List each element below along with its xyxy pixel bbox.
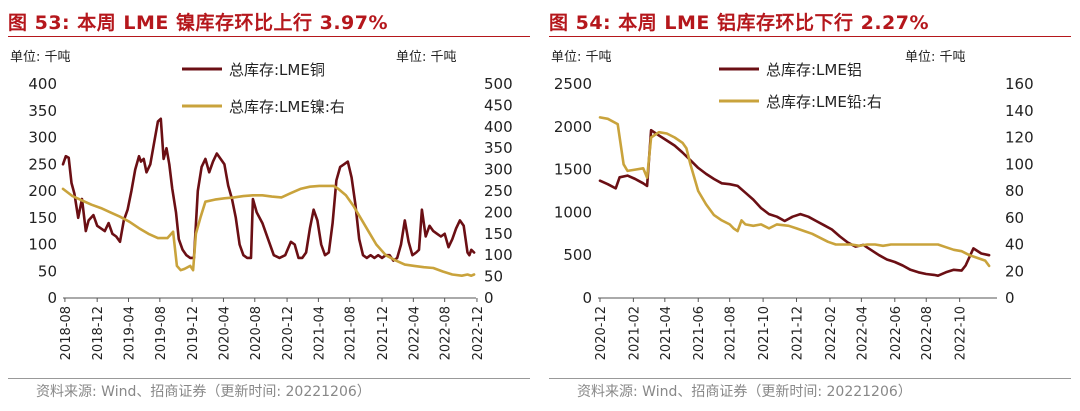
legend-label: 总库存:LME铅:右 <box>766 93 882 111</box>
y-right-tick-label: 350 <box>484 139 513 157</box>
y-right-tick-label: 0 <box>1005 289 1015 307</box>
y-right-tick-label: 80 <box>1005 182 1024 200</box>
y-right-tick-label: 50 <box>484 268 503 286</box>
x-tick-label: 2022-06 <box>889 306 904 360</box>
y-right-tick-label: 200 <box>484 203 513 221</box>
legend-label: 总库存:LME镍:右 <box>229 98 345 116</box>
y-right-tick-label: 100 <box>484 246 513 264</box>
x-tick-label: 2022-02 <box>824 306 839 360</box>
lead-chart: 0 500 1000 1500 2000 2500 0 20 40 60 80 100 120 140 16… <box>554 61 1034 360</box>
chart-panel-lead: 图 54: 本周 LME 铝库存环比下行 2.27% 单位: 千吨 单位: 千吨… <box>549 0 1079 411</box>
x-tick-label: 2021-04 <box>312 306 327 360</box>
y-left-tick-label: 100 <box>28 236 57 254</box>
x-tick-label: 2022-08 <box>439 306 454 360</box>
x-tick-label: 2022-08 <box>920 306 935 360</box>
y-right-tick-label: 160 <box>1005 75 1034 93</box>
y-left-tick-label: 400 <box>28 75 57 93</box>
y-right-tick-label: 0 <box>484 289 494 307</box>
left-axis-unit: 单位: 千吨 <box>10 50 71 65</box>
x-tick-label: 2022-10 <box>954 306 969 360</box>
x-tick-label: 2019-12 <box>186 306 201 360</box>
y-right-tick-label: 250 <box>484 182 513 200</box>
y-left-tick-label: 50 <box>38 262 57 280</box>
source-divider <box>8 378 530 379</box>
x-tick-label: 2019-08 <box>154 306 169 360</box>
title-divider <box>549 36 1071 37</box>
left-axis-unit: 单位: 千吨 <box>551 50 612 65</box>
y-left-tick-label: 0 <box>582 289 592 307</box>
y-right-tick-label: 400 <box>484 118 513 136</box>
source-note: 资料来源: Wind、招商证券（更新时间: 20221206） <box>36 384 371 400</box>
x-tick-label: 2021-08 <box>724 306 739 360</box>
x-tick-label: 2021-04 <box>659 306 674 360</box>
y-right-tick-label: 120 <box>1005 129 1034 147</box>
chart-title: 图 54: 本周 LME 铝库存环比下行 2.27% <box>549 12 930 34</box>
y-left-tick-label: 0 <box>47 289 57 307</box>
x-tick-label: 2022-04 <box>855 306 870 360</box>
chart-panel-nickel: 图 53: 本周 LME 镍库存环比上行 3.97% 单位: 千吨 单位: 千吨… <box>8 0 538 411</box>
right-axis-unit: 单位: 千吨 <box>905 50 966 65</box>
y-left-tick-label: 200 <box>28 182 57 200</box>
x-tick-label: 2020-12 <box>594 306 609 360</box>
x-tick-label: 2021-08 <box>344 306 359 360</box>
title-divider <box>8 36 530 37</box>
x-tick-label: 2019-04 <box>123 306 138 360</box>
x-tick-label: 2021-10 <box>757 306 772 360</box>
legend-label: 总库存:LME铝 <box>766 61 862 79</box>
y-left-tick-label: 1000 <box>554 203 592 221</box>
x-tick-label: 2018-12 <box>91 306 106 360</box>
secondary-series-line <box>598 116 991 268</box>
chart-title: 图 53: 本周 LME 镍库存环比上行 3.97% <box>8 12 389 34</box>
x-tick-label: 2021-12 <box>791 306 806 360</box>
x-tick-label: 2022-04 <box>407 306 422 360</box>
x-tick-label: 2020-04 <box>217 306 232 360</box>
y-left-tick-label: 150 <box>28 209 57 227</box>
x-tick-label: 2018-08 <box>59 306 74 360</box>
nickel-chart: 0 50 100 150 200 250 300 350 400 0 50 100 150 200 250 3… <box>28 61 513 360</box>
secondary-series-line <box>61 184 476 278</box>
y-right-tick-label: 500 <box>484 75 513 93</box>
x-tick-label: 2021-06 <box>692 306 707 360</box>
y-right-tick-label: 140 <box>1005 102 1034 120</box>
legend-label: 总库存:LME铜 <box>229 61 325 79</box>
source-divider <box>549 378 1071 379</box>
y-right-tick-label: 40 <box>1005 236 1024 254</box>
primary-series-line <box>598 128 991 278</box>
source-note: 资料来源: Wind、招商证券（更新时间: 20221206） <box>577 384 912 400</box>
y-right-tick-label: 450 <box>484 96 513 114</box>
y-right-tick-label: 100 <box>1005 155 1034 173</box>
y-left-tick-label: 350 <box>28 102 57 120</box>
y-left-tick-label: 2000 <box>554 118 592 136</box>
x-tick-label: 2020-08 <box>249 306 264 360</box>
y-right-tick-label: 60 <box>1005 209 1024 227</box>
x-tick-label: 2020-12 <box>281 306 296 360</box>
y-left-tick-label: 500 <box>563 246 592 264</box>
y-left-tick-label: 300 <box>28 129 57 147</box>
y-left-tick-label: 250 <box>28 155 57 173</box>
x-tick-label: 2021-12 <box>376 306 391 360</box>
x-tick-label: 2021-02 <box>627 306 642 360</box>
y-left-tick-label: 2500 <box>554 75 592 93</box>
x-tick-label: 2022-12 <box>471 306 486 360</box>
right-axis-unit: 单位: 千吨 <box>396 50 457 65</box>
y-right-tick-label: 20 <box>1005 262 1024 280</box>
y-right-tick-label: 150 <box>484 225 513 243</box>
primary-series-line <box>61 117 476 262</box>
y-left-tick-label: 1500 <box>554 161 592 179</box>
y-right-tick-label: 300 <box>484 161 513 179</box>
